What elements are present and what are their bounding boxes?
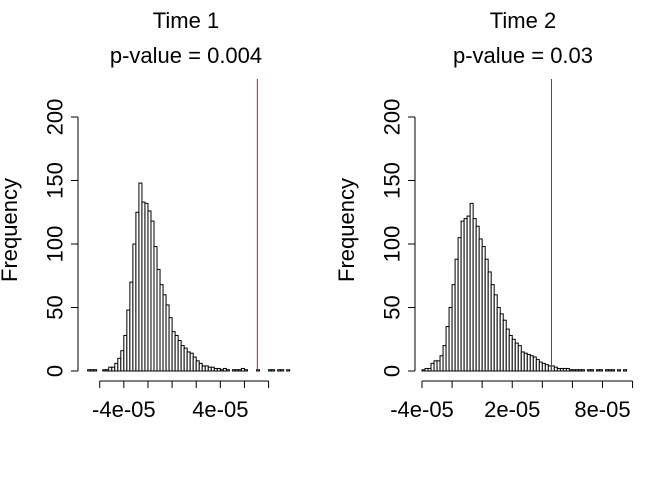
y-tick-label: 150 [380,162,405,199]
histogram-bars [87,182,291,372]
histogram-bar [286,369,291,372]
histogram-bar [598,369,603,372]
histogram-bar [93,369,98,372]
histogram-bars [421,202,628,372]
histogram-bar [589,369,594,372]
y-axis-label: Frequency [334,178,359,282]
histogram-bar [225,369,230,372]
axes: 0 50 100 150 200 -4e-05 2e-05 8e-05 [380,79,634,422]
histogram-bar [271,369,276,372]
histogram-bar [611,369,616,372]
y-tick-label: 0 [43,365,68,377]
panel-time-1: Time 1 p-value = 0.004 Frequency 0 50 100 1… [0,8,291,422]
chart-title: Time 2 [490,8,556,33]
histogram-bar [617,369,622,372]
histogram-bar [623,369,628,372]
x-tick-label: 2e-05 [484,397,540,422]
y-tick-label: 200 [380,99,405,136]
histogram-bar [243,369,248,372]
y-tick-label: 100 [380,226,405,263]
y-tick-label: 50 [380,295,405,319]
chart-title: Time 1 [153,8,219,33]
histogram-bar [580,369,585,372]
y-tick-label: 200 [43,99,68,136]
histogram-bar [256,369,261,372]
x-tick-label: 4e-05 [192,397,248,422]
y-tick-label: 150 [43,162,68,199]
chart-subtitle: p-value = 0.004 [110,43,262,68]
panel-time-2: Time 2 p-value = 0.03 Frequency 0 50 100 15… [334,8,634,422]
y-tick-label: 0 [380,365,405,377]
y-tick-label: 100 [43,226,68,263]
histogram-bar [280,369,285,372]
y-tick-label: 50 [43,295,68,319]
axes: 0 50 100 150 200 -4e-05 4e-05 [43,79,270,422]
x-tick-label: -4e-05 [390,397,454,422]
x-tick-label: -4e-05 [92,397,156,422]
y-axis-label: Frequency [0,178,22,282]
x-tick-label: 8e-05 [574,397,630,422]
chart-subtitle: p-value = 0.03 [453,43,593,68]
